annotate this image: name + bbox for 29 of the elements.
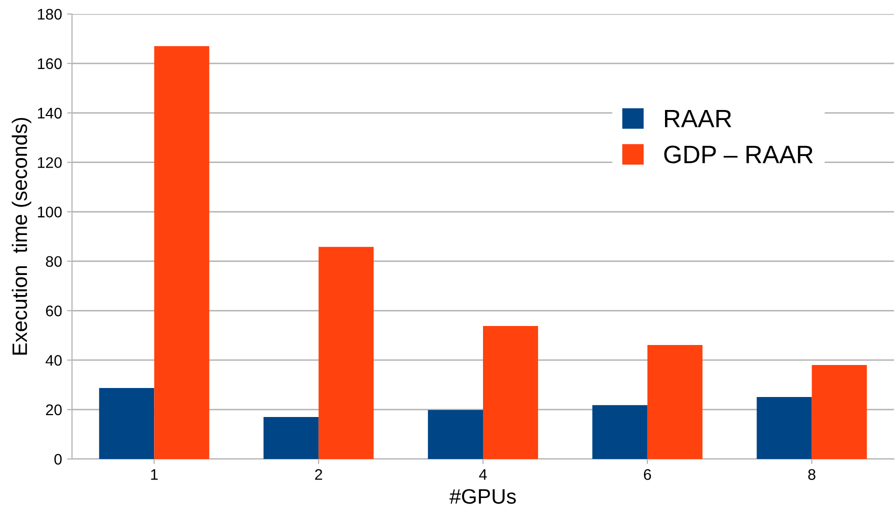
- bar: [756, 396, 812, 459]
- y-tick-label: 100: [38, 206, 62, 218]
- x-tick-label: 6: [644, 469, 651, 480]
- y-tick-label: 0: [54, 454, 62, 465]
- y-tick-label: 40: [46, 354, 62, 366]
- x-axis-title: #GPUs: [450, 489, 516, 504]
- x-tick-label: 4: [479, 469, 487, 480]
- y-tick-label: 60: [46, 306, 62, 316]
- bar: [647, 345, 702, 459]
- y-tick-label: 180: [38, 8, 62, 20]
- bar: [318, 246, 374, 459]
- x-tick-label: 8: [808, 469, 816, 480]
- bar: [264, 416, 319, 459]
- bar: [99, 388, 154, 459]
- bar: [154, 46, 210, 459]
- bar: [483, 326, 538, 459]
- bar: [592, 405, 648, 459]
- legend-label: RAAR: [665, 110, 732, 128]
- x-tick-label: 2: [315, 469, 322, 480]
- x-tick-label: 1: [151, 469, 158, 480]
- bar: [428, 410, 483, 459]
- y-axis-title: Execution time (seconds): [12, 118, 32, 355]
- legend-label: GDP – RAAR: [664, 146, 813, 164]
- y-tick-label: 160: [38, 58, 62, 70]
- y-tick-label: 120: [38, 157, 62, 168]
- bar: [812, 365, 867, 459]
- y-tick-label: 140: [38, 108, 62, 119]
- y-tick-label: 80: [46, 256, 62, 267]
- y-tick-label: 20: [46, 404, 62, 416]
